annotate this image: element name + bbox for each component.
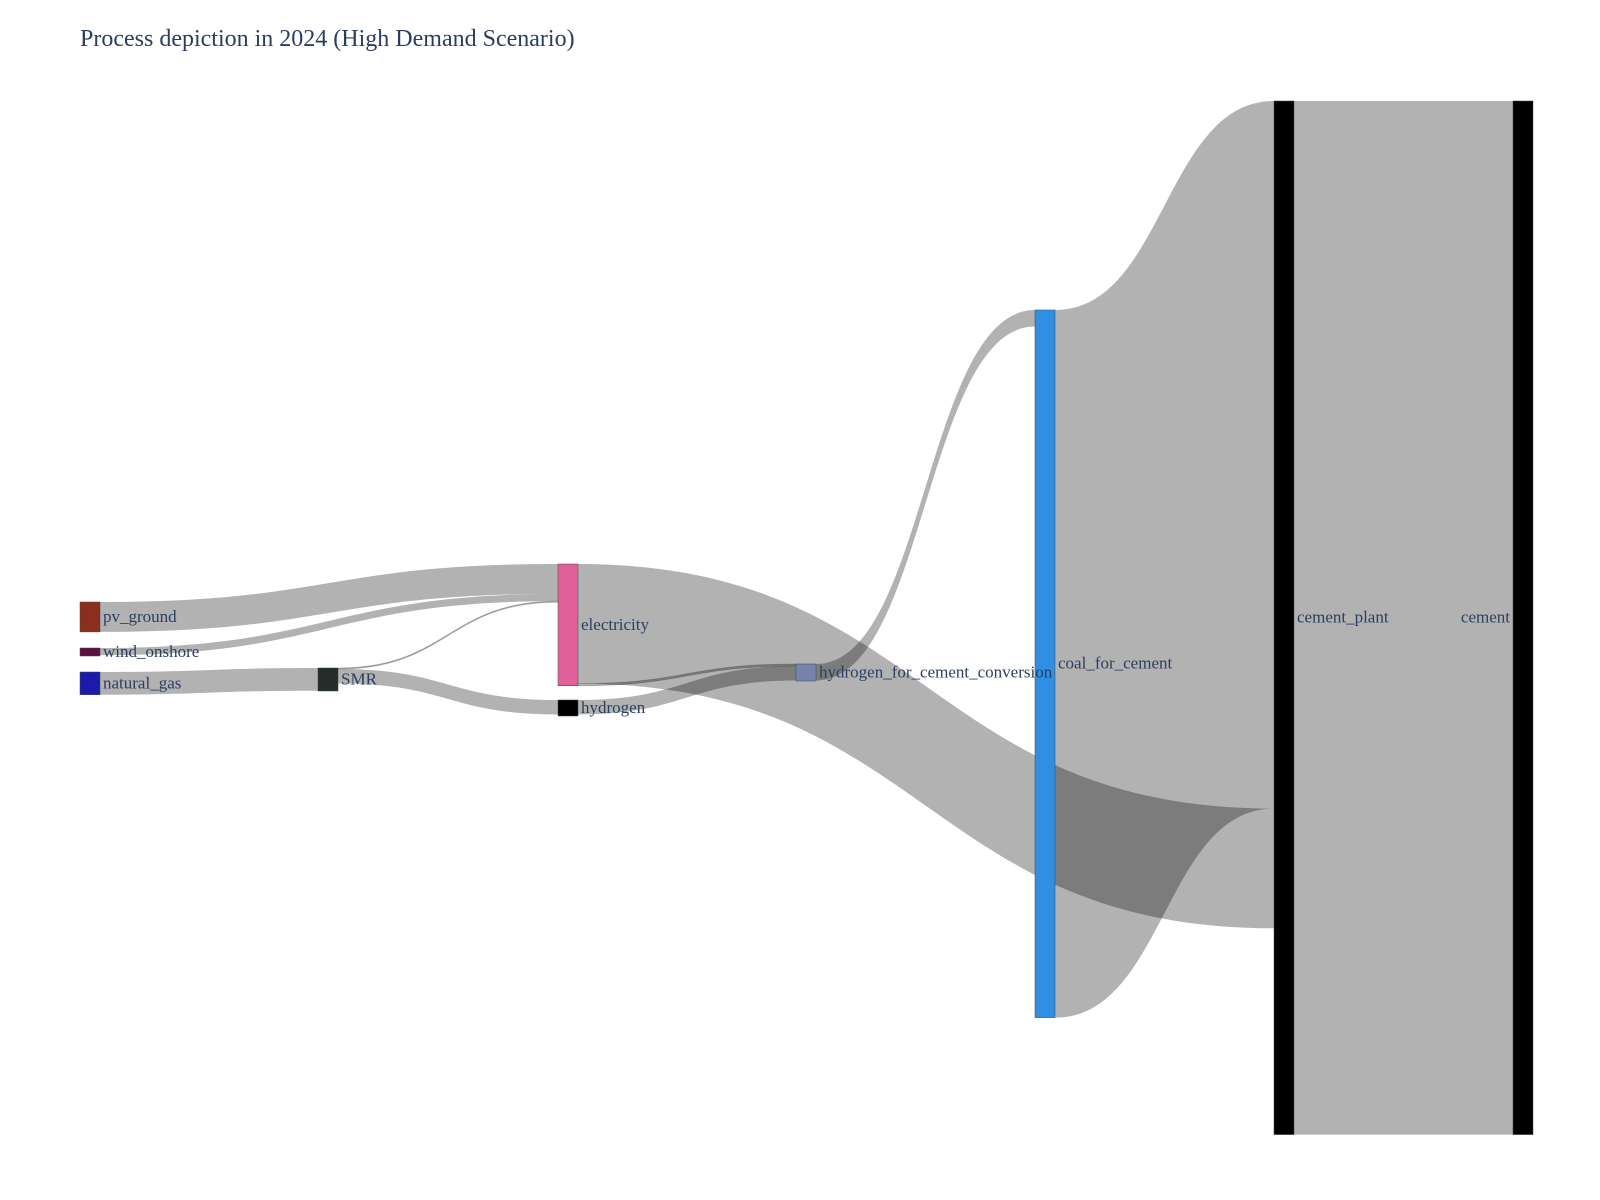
link-pv_ground-to-electricity[interactable] bbox=[100, 564, 558, 632]
node-coal_for_cement[interactable] bbox=[1034, 309, 1056, 1018]
node-label-hydrogen_for_cement_conversion: hydrogen_for_cement_conversion bbox=[819, 662, 1053, 681]
node-cement[interactable] bbox=[1512, 100, 1534, 1135]
node-label-cement: cement bbox=[1461, 608, 1510, 627]
sankey-nodes bbox=[79, 100, 1534, 1135]
sankey-labels: pv_ground wind_onshore natural_gas SMR elect… bbox=[103, 607, 1510, 717]
node-cement_plant[interactable] bbox=[1273, 100, 1295, 1135]
link-natural_gas-to-SMR[interactable] bbox=[100, 668, 318, 695]
node-label-wind_onshore: wind_onshore bbox=[103, 642, 199, 661]
link-hydrogen-to-hydrogen_for_cement_conversion[interactable] bbox=[578, 666, 796, 715]
node-label-electricity: electricity bbox=[581, 615, 649, 634]
link-wind_onshore-to-electricity[interactable] bbox=[100, 593, 558, 656]
node-label-SMR: SMR bbox=[341, 669, 378, 688]
link-cement_plant-to-cement[interactable] bbox=[1294, 101, 1513, 1135]
node-electricity[interactable] bbox=[557, 563, 579, 686]
node-SMR[interactable] bbox=[317, 667, 339, 692]
node-wind_onshore[interactable] bbox=[79, 647, 101, 657]
node-label-natural_gas: natural_gas bbox=[103, 673, 181, 692]
link-SMR-to-hydrogen[interactable] bbox=[338, 669, 558, 715]
node-label-pv_ground: pv_ground bbox=[103, 607, 177, 626]
node-hydrogen_for_cement_conversion[interactable] bbox=[795, 663, 817, 682]
link-SMR-to-electricity[interactable] bbox=[337, 600, 559, 670]
link-hydrogen_for_cement_conversion-to-coal_for_cement[interactable] bbox=[816, 310, 1035, 681]
node-hydrogen[interactable] bbox=[557, 699, 579, 717]
link-coal_for_cement-to-cement_plant[interactable] bbox=[1055, 101, 1274, 1018]
node-label-hydrogen: hydrogen bbox=[581, 698, 646, 717]
node-label-cement_plant: cement_plant bbox=[1297, 608, 1389, 627]
link-electricity-to-cement_plant[interactable] bbox=[578, 564, 1274, 929]
node-natural_gas[interactable] bbox=[79, 671, 101, 695]
node-label-coal_for_cement: coal_for_cement bbox=[1058, 654, 1172, 673]
node-pv_ground[interactable] bbox=[79, 601, 101, 633]
chart-title: Process depiction in 2024 (High Demand S… bbox=[80, 26, 575, 52]
sankey-links bbox=[100, 101, 1513, 1135]
